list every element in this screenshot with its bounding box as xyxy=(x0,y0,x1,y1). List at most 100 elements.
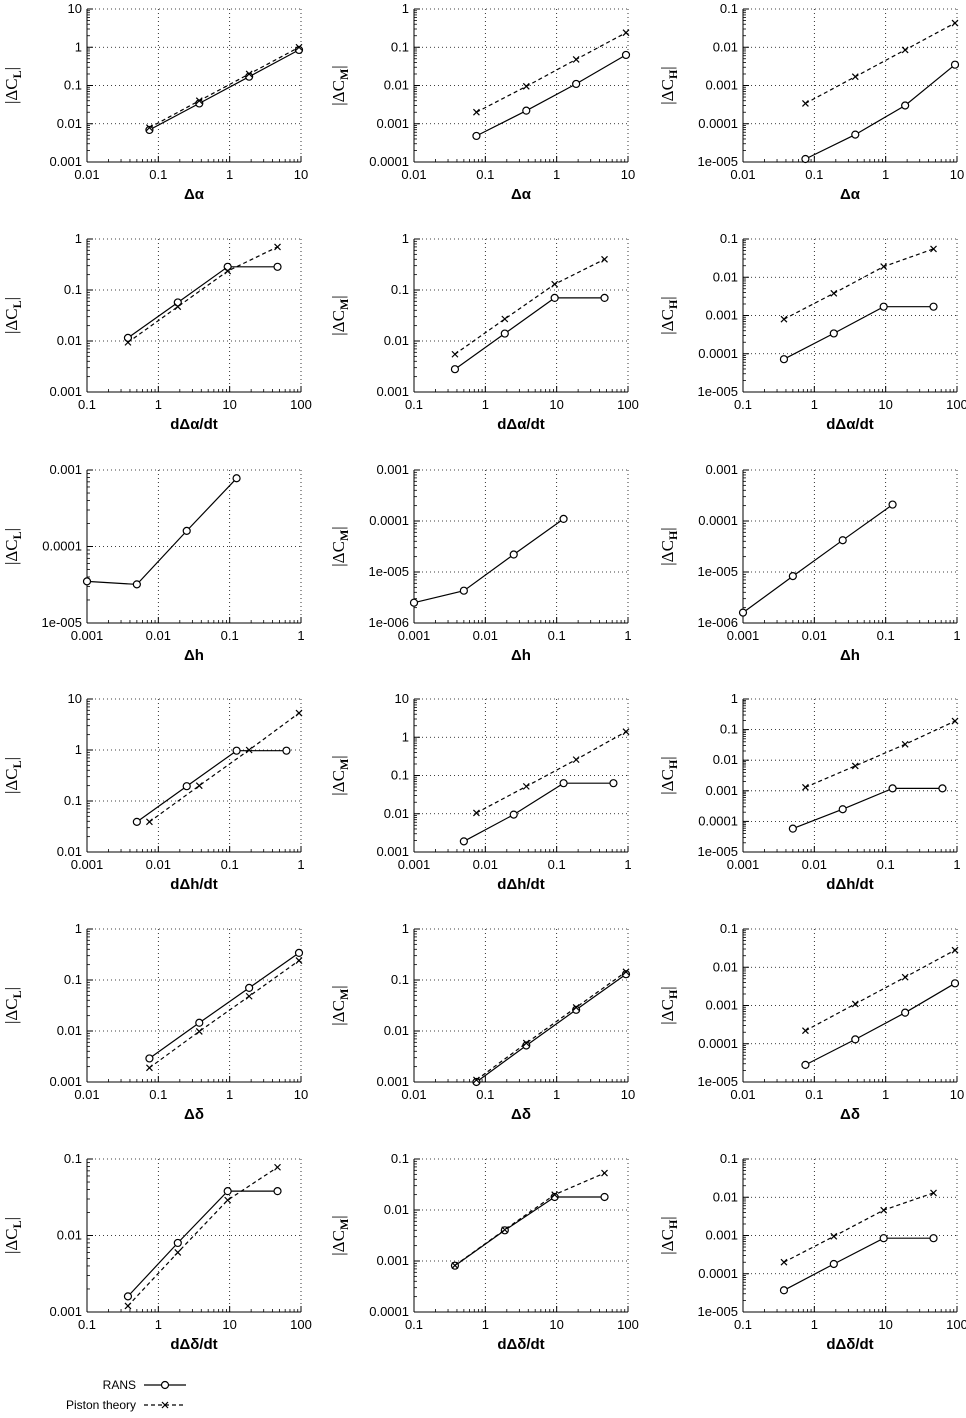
y-tick-label: 0.001 xyxy=(376,384,409,399)
x-tick-label: 0.001 xyxy=(71,857,104,872)
y-tick-label: 1e-005 xyxy=(42,615,82,630)
x-tick-label: 100 xyxy=(617,1317,639,1332)
y-tick-label: 10 xyxy=(68,691,82,706)
point-piston xyxy=(551,1191,559,1199)
series-line-piston xyxy=(127,246,278,343)
x-axis-label: dΔδ/dt xyxy=(497,1336,544,1353)
series-line-piston xyxy=(149,960,300,1069)
point-rans xyxy=(879,1234,888,1243)
y-tick-label: 0.01 xyxy=(713,752,738,767)
x-tick-label: 0.01 xyxy=(401,1087,426,1102)
point-piston xyxy=(472,809,480,817)
y-tick-label: 0.01 xyxy=(713,1189,738,1204)
point-piston-stroke xyxy=(780,315,788,323)
point-piston xyxy=(124,338,132,346)
point-rans xyxy=(123,333,133,343)
point-rans xyxy=(459,586,468,595)
point-rans xyxy=(829,1259,838,1269)
point-piston xyxy=(224,1196,232,1204)
point-piston-stroke xyxy=(880,263,888,271)
y-tick-label: 1e-006 xyxy=(369,615,409,630)
point-piston xyxy=(522,782,530,790)
y-tick-label: 0.001 xyxy=(49,1304,82,1319)
y-axis-label: |ΔCL| xyxy=(2,987,24,1024)
point-piston-stroke xyxy=(451,350,459,358)
series-line-rans xyxy=(454,1196,605,1267)
x-tick-label: 1 xyxy=(482,1317,489,1332)
point-piston xyxy=(622,968,630,976)
point-piston xyxy=(901,46,909,54)
y-tick-label: 0.1 xyxy=(64,282,82,297)
series-line-piston xyxy=(454,258,605,355)
point-rans xyxy=(182,782,191,791)
y-tick-label: 1e-005 xyxy=(698,844,738,859)
point-piston-stroke xyxy=(224,267,232,275)
x-tick-label: 100 xyxy=(617,397,639,412)
point-piston xyxy=(851,73,859,81)
x-tick-label: 1 xyxy=(553,167,560,182)
point-piston xyxy=(622,728,630,736)
point-rans xyxy=(182,526,191,535)
y-axis-label: |ΔCL| xyxy=(2,297,24,334)
point-piston xyxy=(451,1261,459,1269)
series-line-rans xyxy=(413,518,564,604)
x-tick-label: 0.001 xyxy=(71,628,104,643)
point-piston-stroke xyxy=(501,1226,509,1234)
y-tick-label: 0.01 xyxy=(713,39,738,54)
x-tick-label: 0.01 xyxy=(730,167,755,182)
point-rans xyxy=(472,131,481,141)
series-line-piston xyxy=(783,248,934,320)
x-axis-label: dΔh/dt xyxy=(497,876,544,893)
point-piston-stroke xyxy=(880,1206,888,1214)
chart-panel-12: 0.001 0.01 0.1 1 1e-005 0.0001 0.001 0.01 0.1 1 dΔ… xyxy=(658,691,961,893)
y-tick-label: 0.01 xyxy=(384,1023,409,1038)
x-tick-label: 0.01 xyxy=(473,857,498,872)
point-piston-stroke xyxy=(274,243,281,251)
point-rans xyxy=(621,50,631,60)
x-tick-label: 1 xyxy=(811,397,818,412)
series-line-piston xyxy=(783,1192,934,1263)
x-tick-label: 0.1 xyxy=(221,857,239,872)
point-piston-stroke xyxy=(245,746,253,754)
x-axis-label: Δδ xyxy=(840,1106,860,1123)
x-tick-label: 0.01 xyxy=(401,167,426,182)
x-tick-label: 0.1 xyxy=(548,857,566,872)
point-piston-stroke xyxy=(572,56,580,63)
series-line-rans xyxy=(805,982,956,1066)
point-piston-stroke xyxy=(601,1169,608,1177)
y-tick-label: 1 xyxy=(402,1,409,16)
x-tick-label: 1 xyxy=(297,857,304,872)
x-axis-label: Δα xyxy=(511,186,532,203)
point-piston xyxy=(951,19,959,27)
x-tick-label: 0.01 xyxy=(730,1087,755,1102)
point-piston xyxy=(174,1249,182,1256)
point-piston-stroke xyxy=(801,783,809,791)
point-rans xyxy=(500,329,509,338)
y-axis-label: |ΔCH| xyxy=(658,756,680,794)
point-rans xyxy=(779,1286,789,1295)
point-piston-stroke xyxy=(145,1064,153,1072)
x-tick-label: 10 xyxy=(950,1087,964,1102)
point-piston-stroke xyxy=(551,1191,559,1199)
x-tick-label: 1 xyxy=(553,1087,560,1102)
point-piston-stroke xyxy=(145,818,153,826)
x-tick-label: 0.1 xyxy=(734,1317,752,1332)
point-rans xyxy=(788,824,797,833)
y-tick-label: 0.1 xyxy=(391,768,409,783)
point-piston-stroke xyxy=(622,968,630,976)
x-tick-label: 0.001 xyxy=(727,857,760,872)
point-piston-stroke xyxy=(780,1258,788,1266)
point-piston xyxy=(522,82,530,90)
point-piston-stroke xyxy=(801,99,809,107)
x-tick-label: 0.01 xyxy=(146,857,171,872)
point-rans xyxy=(851,130,860,139)
x-axis-label: Δα xyxy=(840,186,861,203)
point-piston-stroke xyxy=(195,782,203,790)
y-axis-label: |ΔCM| xyxy=(329,526,351,566)
point-piston-stroke xyxy=(522,1039,530,1047)
y-tick-label: 0.1 xyxy=(64,78,82,93)
point-piston xyxy=(145,818,153,826)
x-tick-label: 0.01 xyxy=(802,857,827,872)
series-line-rans xyxy=(476,54,627,137)
